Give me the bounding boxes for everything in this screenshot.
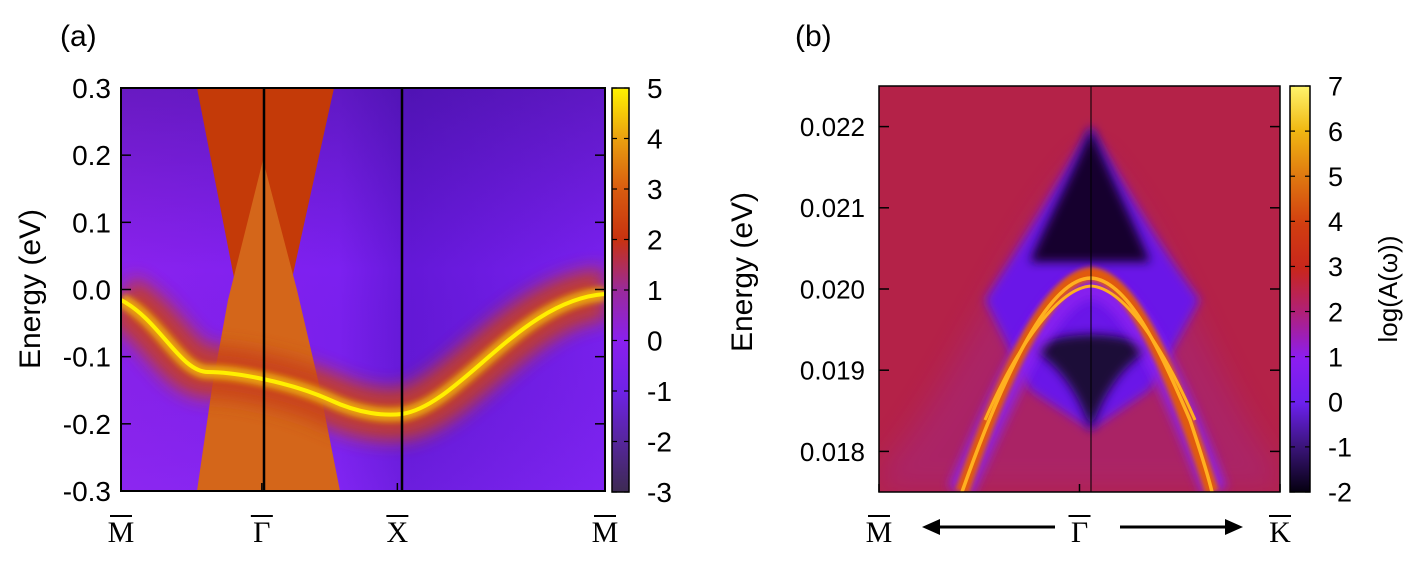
panel-a-bulk-lower-left xyxy=(197,160,263,491)
colorbar-tick-label: 5 xyxy=(1328,162,1343,192)
colorbar-tick-label: 2 xyxy=(647,225,663,256)
panel-b-colorbar-ticks: 7 6 5 4 3 2 1 0 -1 -2 xyxy=(1290,72,1352,508)
panel-b-arrow-right xyxy=(1120,519,1243,535)
panel-a: (a) 0.3 0.2 0.1 0.0 -0.1 -0.2 -0.3 Energy (eV)… xyxy=(14,20,672,549)
colorbar-tick-label: 5 xyxy=(647,73,663,104)
panel-a-y-axis-label: Energy (eV) xyxy=(14,209,47,369)
y-tick-label: 0.3 xyxy=(72,73,111,104)
panel-a-label: (a) xyxy=(60,20,97,53)
colorbar-tick-label: 1 xyxy=(1328,342,1343,372)
y-tick-label: -0.3 xyxy=(63,476,111,507)
y-tick-label: 0.0 xyxy=(72,275,111,306)
y-tick-label: 0.020 xyxy=(800,274,865,304)
panel-b-colorbar xyxy=(1289,85,1311,493)
colorbar-tick-label: 1 xyxy=(647,275,663,306)
colorbar-tick-label: 6 xyxy=(1328,117,1343,147)
colorbar-tick-label: -3 xyxy=(647,477,672,508)
k-point-label: X xyxy=(387,516,409,549)
panel-b-heatmap xyxy=(879,86,1280,492)
panel-a-colorbar-ticks: 5 4 3 2 1 0 -1 -2 -3 xyxy=(612,73,672,508)
panel-a-band-core xyxy=(121,292,605,417)
y-tick-label: 0.018 xyxy=(800,437,865,467)
panel-a-y-ticks: 0.3 0.2 0.1 0.0 -0.1 -0.2 -0.3 xyxy=(63,73,605,507)
y-tick-label: 0.021 xyxy=(800,193,865,223)
panel-a-heatmap xyxy=(121,88,605,491)
y-tick-label: 0.019 xyxy=(800,356,865,386)
y-tick-label: -0.2 xyxy=(63,409,111,440)
k-point-label: Γ xyxy=(253,516,270,549)
colorbar-tick-label: -2 xyxy=(1328,478,1352,508)
colorbar-tick-label: 2 xyxy=(1328,297,1343,327)
y-tick-label: 0.2 xyxy=(72,140,111,171)
k-point-label: M xyxy=(108,516,135,549)
k-point-label: M xyxy=(592,516,619,549)
colorbar-tick-label: -2 xyxy=(647,427,672,458)
panel-b-label: (b) xyxy=(795,20,832,53)
panel-b-y-ticks: 0.022 0.021 0.020 0.019 0.018 xyxy=(800,112,1280,467)
colorbar-tick-label: 4 xyxy=(647,124,663,155)
colorbar-tick-label: 3 xyxy=(1328,252,1343,282)
panel-b-y-axis-label: Energy (eV) xyxy=(726,192,759,352)
colorbar-tick-label: 4 xyxy=(1328,207,1343,237)
panel-b-dark-upper-cone xyxy=(1030,128,1150,262)
colorbar-tick-label: -1 xyxy=(647,376,672,407)
k-point-label: Γ xyxy=(1071,516,1088,549)
k-point-label: M xyxy=(866,516,893,549)
y-tick-label: 0.022 xyxy=(800,112,865,142)
k-point-label: K xyxy=(1269,516,1291,549)
panel-b: (b) 0.022 0.021 0.020 0.019 0.018 Energy (eV… xyxy=(726,20,1403,549)
colorbar-tick-label: 0 xyxy=(1328,387,1343,417)
panel-b-arrow-left xyxy=(922,519,1055,535)
colorbar-tick-label: 3 xyxy=(647,174,663,205)
colorbar-tick-label: -1 xyxy=(1328,433,1352,463)
panel-b-colorbar-label: log(A(ω)) xyxy=(1373,236,1403,343)
y-tick-label: 0.1 xyxy=(72,207,111,238)
colorbar-tick-label: 7 xyxy=(1328,72,1343,102)
colorbar-tick-label: 0 xyxy=(647,326,663,357)
y-tick-label: -0.1 xyxy=(63,342,111,373)
